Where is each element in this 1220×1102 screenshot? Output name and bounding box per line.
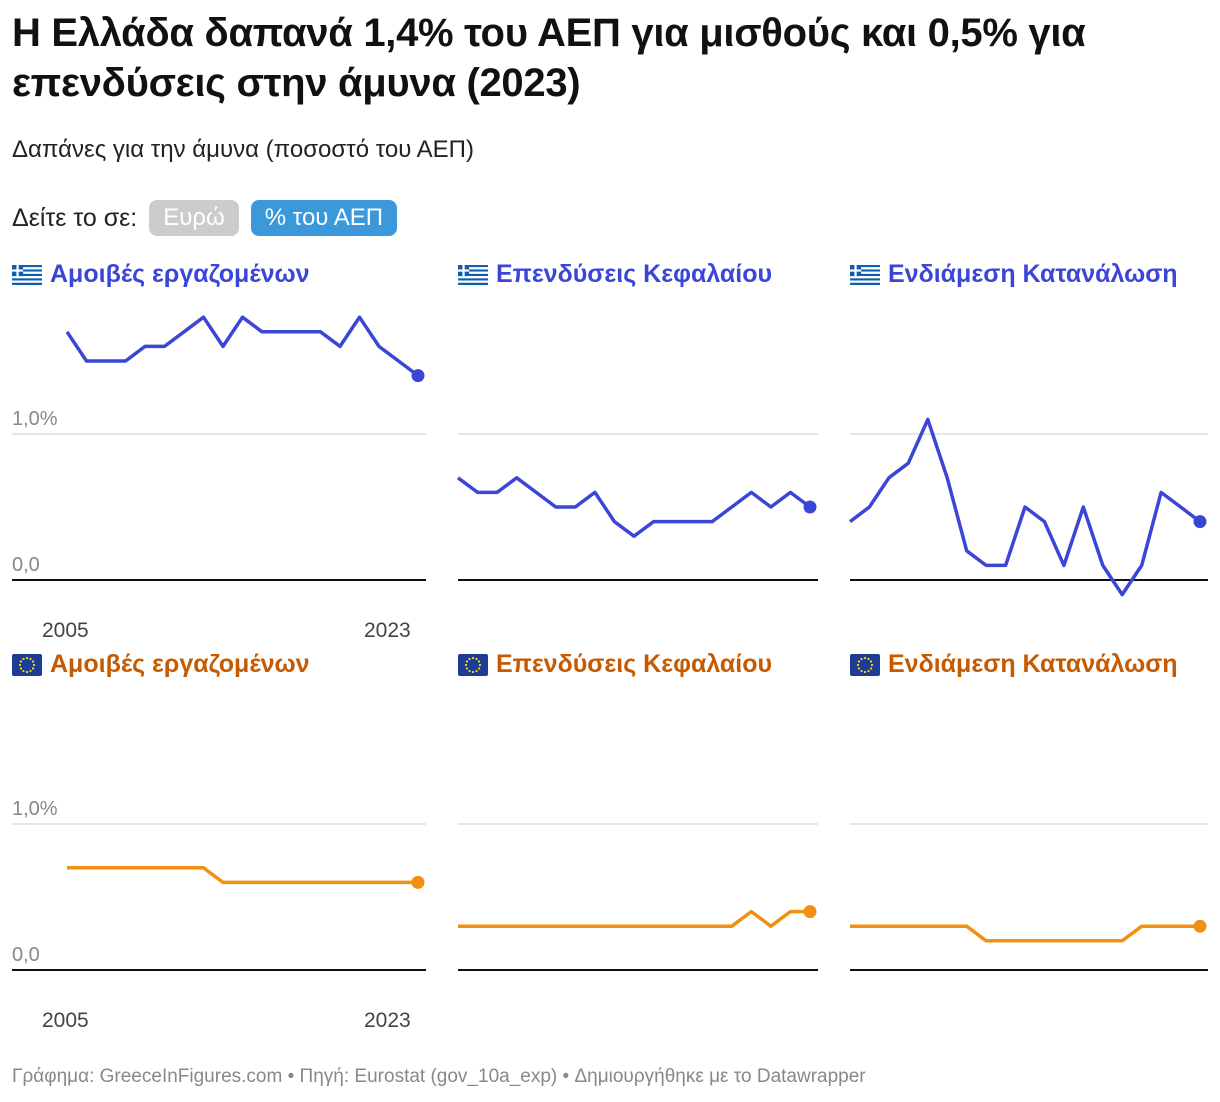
toggle-label: Δείτε το σε: (12, 203, 138, 232)
greece-intermediate-consumption-title: Ενδιάμεση Κατανάλωση (850, 260, 1178, 289)
last-point-marker (803, 500, 817, 514)
toggle-euro-button[interactable]: Ευρώ (149, 200, 239, 236)
greece-intermediate-consumption-chart (848, 417, 1208, 597)
series-line (458, 909, 810, 928)
x-tick-label: 2023 (364, 1009, 411, 1032)
eu-compensation-chart: 0,0 1,0% 2005 2023 (12, 798, 426, 1032)
eu-intermediate-consumption-chart (850, 823, 1208, 971)
x-tick-label: 2005 (42, 1009, 89, 1032)
series-line (848, 417, 1202, 597)
toggle-gdp-percent-button[interactable]: % του ΑΕΠ (250, 200, 398, 236)
y-tick-label: 1,0% (12, 798, 58, 820)
last-point-marker (1193, 515, 1207, 529)
y-tick-label: 0,0 (12, 944, 40, 966)
greek-flag-icon (12, 264, 42, 286)
eu-flag-icon (12, 653, 42, 676)
last-point-marker (803, 905, 817, 919)
x-tick-label: 2005 (42, 619, 89, 642)
view-toggle: Δείτε το σε: Ευρώ % του ΑΕΠ (12, 200, 398, 236)
chart-footer: Γράφημα: GreeceInFigures.com • Πηγή: Eur… (12, 1066, 866, 1087)
eu-intermediate-consumption-title: Ενδιάμεση Κατανάλωση (850, 650, 1178, 679)
chart-subtitle: Δαπάνες για την άμυνα (ποσοστό του ΑΕΠ) (12, 136, 474, 163)
series-line (456, 476, 812, 538)
x-tick-label: 2023 (364, 619, 411, 642)
greece-capital-investment-chart (456, 433, 818, 581)
series-line (65, 315, 420, 378)
eu-compensation-title: Αμοιβές εργαζομένων (12, 650, 310, 679)
series-line (850, 924, 1200, 943)
greece-compensation-title: Αμοιβές εργαζομένων (12, 260, 310, 289)
greece-compensation-chart: 0,0 1,0% 2005 2023 (12, 315, 426, 642)
eu-capital-investment-chart (458, 823, 818, 971)
greek-flag-icon (458, 264, 488, 286)
y-tick-label: 0,0 (12, 554, 40, 576)
eu-intermediate-consumption-title-text: Ενδιάμεση Κατανάλωση (888, 650, 1178, 678)
eu-capital-investment-title-text: Επενδύσεις Κεφαλαίου (496, 650, 773, 678)
eu-compensation-title-text: Αμοιβές εργαζομένων (50, 650, 310, 678)
eu-flag-icon (458, 653, 488, 676)
greece-capital-investment-title: Επενδύσεις Κεφαλαίου (458, 260, 772, 289)
greece-compensation-title-text: Αμοιβές εργαζομένων (50, 260, 310, 288)
series-line (67, 866, 418, 885)
greece-capital-investment-title-text: Επενδύσεις Κεφαλαίου (496, 260, 773, 288)
greece-intermediate-consumption-title-text: Ενδιάμεση Κατανάλωση (888, 260, 1178, 288)
greek-flag-icon (850, 264, 880, 286)
last-point-marker (1193, 919, 1207, 933)
last-point-marker (411, 369, 425, 383)
eu-flag-icon (850, 653, 880, 676)
eu-capital-investment-title: Επενδύσεις Κεφαλαίου (458, 650, 772, 679)
y-tick-label: 1,0% (12, 408, 58, 430)
last-point-marker (411, 875, 425, 889)
chart-title: Η Ελλάδα δαπανά 1,4% του ΑΕΠ για μισθούς… (12, 11, 1086, 105)
